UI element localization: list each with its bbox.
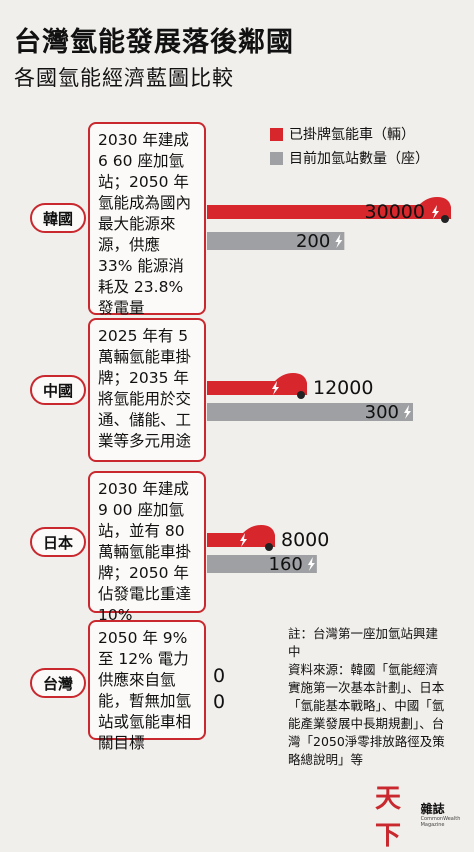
note-line-1: 註：台灣第一座加氫站興建中 xyxy=(288,626,439,659)
vehicle-bar-1 xyxy=(207,373,307,395)
country-label-korea: 韓國 xyxy=(30,203,86,233)
note-line-2: 資料來源：韓國「氫能經濟實施第一次基本計劃」、日本「氫能基本戰略」、中國「氫能產… xyxy=(288,662,445,767)
station-bolt-icon-2 xyxy=(307,557,315,571)
panel-text-japan: 2030 年建成 9 00 座加氫站，並有 80 萬輛氫能車掛牌；2050 年佔… xyxy=(98,480,192,624)
logo-english: CommonWealth Magazine xyxy=(420,815,461,828)
panel-korea: 2030 年建成 6 60 座加氫站；2050 年氫能成為國內最大能源來源，供應… xyxy=(88,122,206,317)
vehicle-value-label-2: 8000 xyxy=(281,529,329,551)
station-value-label-3: 0 xyxy=(213,691,225,713)
chart-legend: 已掛牌氫能車（輛） 目前加氫站數量（座） xyxy=(270,122,429,170)
legend-item-stations: 目前加氫站數量（座） xyxy=(270,146,429,170)
vehicle-wheel-0 xyxy=(441,215,449,223)
vehicle-value-label-1: 12000 xyxy=(313,377,373,399)
station-bar-0 xyxy=(207,232,345,250)
vehicle-bolt-icon-2 xyxy=(240,533,247,547)
vehicle-bar-2 xyxy=(207,525,275,547)
logo-side-block: 雜誌 CommonWealth Magazine xyxy=(420,801,474,828)
country-name-china: 中國 xyxy=(42,381,73,400)
legend-label-stations: 目前加氫站數量（座） xyxy=(289,151,429,167)
legend-label-vehicles: 已掛牌氫能車（輛） xyxy=(289,127,415,143)
vehicle-bar-0 xyxy=(207,197,451,219)
commonwealth-logo: 天下 雜誌 CommonWealth Magazine xyxy=(375,778,474,852)
panel-china: 2025 年有 5 萬輛氫能車掛牌；2035 年將氫能用於交通、儲能、工業等多元… xyxy=(88,318,206,462)
vehicle-bolt-icon-0 xyxy=(432,205,439,219)
vehicle-wheel-2 xyxy=(265,543,273,551)
logo-main: 天下 xyxy=(375,784,402,851)
panel-taiwan: 2050 年 9% 至 12% 電力供應來自氫能，暫無加氫站或氫能車相關目標 xyxy=(88,620,206,752)
page-subtitle: 各國氫能經濟藍圖比較 xyxy=(14,66,234,90)
vehicle-wheel-1 xyxy=(297,391,305,399)
page-title: 台灣氫能發展落後鄰國 xyxy=(14,27,294,58)
legend-item-vehicles: 已掛牌氫能車（輛） xyxy=(270,122,429,146)
country-name-taiwan: 台灣 xyxy=(42,674,73,693)
station-bar-1 xyxy=(207,403,413,421)
country-name-japan: 日本 xyxy=(42,533,73,552)
source-note: 註：台灣第一座加氫站興建中 資料來源：韓國「氫能經濟實施第一次基本計劃」、日本「… xyxy=(288,625,448,769)
station-value-label-2: 160 xyxy=(269,554,303,575)
vehicle-bolt-icon-1 xyxy=(272,381,279,395)
logo-side: 雜誌 xyxy=(420,801,445,816)
bar-chart: 30000 200 12000 300 8000 160 0 0 xyxy=(207,197,451,713)
panel-text-china: 2025 年有 5 萬輛氫能車掛牌；2035 年將氫能用於交通、儲能、工業等多元… xyxy=(98,327,192,450)
station-bolt-icon-0 xyxy=(335,234,343,248)
panel-japan: 2030 年建成 9 00 座加氫站，並有 80 萬輛氫能車掛牌；2050 年佔… xyxy=(88,471,206,624)
country-label-china: 中國 xyxy=(30,375,86,405)
vehicle-value-label-3: 0 xyxy=(213,665,225,687)
country-label-japan: 日本 xyxy=(30,527,86,557)
vehicle-value-label-0: 30000 xyxy=(365,201,425,223)
station-value-label-0: 200 xyxy=(296,231,330,252)
station-bar-2 xyxy=(207,555,317,573)
station-bolt-icon-1 xyxy=(404,405,411,419)
station-value-label-1: 300 xyxy=(365,402,399,423)
panel-text-taiwan: 2050 年 9% 至 12% 電力供應來自氫能，暫無加氫站或氫能車相關目標 xyxy=(98,629,192,752)
panel-text-korea: 2030 年建成 6 60 座加氫站；2050 年氫能成為國內最大能源來源，供應… xyxy=(98,131,192,317)
legend-swatch-gray xyxy=(270,151,283,165)
legend-swatch-red xyxy=(270,127,283,141)
country-label-taiwan: 台灣 xyxy=(30,668,86,698)
country-name-korea: 韓國 xyxy=(42,209,73,228)
